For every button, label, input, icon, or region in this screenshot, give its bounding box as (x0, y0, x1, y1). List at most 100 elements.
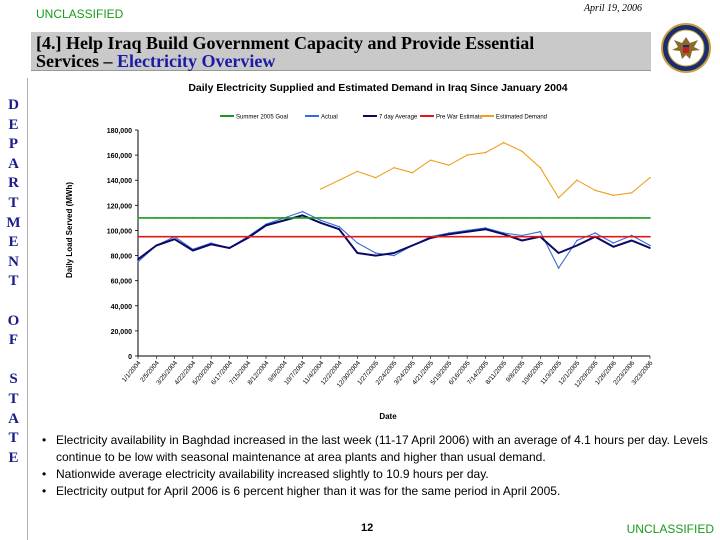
data-point (320, 235, 322, 238)
data-point (356, 170, 359, 173)
y-tick-label: 180,000 (107, 128, 132, 135)
data-point (649, 235, 651, 238)
sidebar-divider (27, 78, 28, 540)
data-point (576, 244, 578, 247)
series-line (137, 211, 651, 269)
data-point (265, 224, 267, 227)
data-point (521, 234, 523, 237)
data-point (649, 176, 651, 179)
y-tick-label: 60,000 (111, 279, 133, 286)
data-point (630, 191, 633, 194)
data-point (228, 235, 231, 238)
data-point (374, 176, 377, 179)
data-point (320, 219, 322, 222)
sidebar-letter: S (9, 371, 18, 388)
data-point (301, 214, 304, 217)
data-point (484, 228, 487, 230)
data-point (228, 217, 231, 219)
data-point (484, 235, 487, 238)
data-point (466, 230, 468, 233)
data-point (356, 242, 359, 244)
classification-top: UNCLASSIFIED (36, 7, 124, 21)
data-point (320, 188, 322, 190)
sidebar-letter: O (7, 312, 20, 329)
data-point (429, 237, 432, 239)
data-point (521, 239, 523, 242)
data-point (246, 237, 249, 239)
data-point (393, 166, 395, 169)
data-point (539, 235, 542, 238)
data-point (557, 267, 560, 269)
data-point (539, 217, 542, 219)
data-point (429, 217, 432, 219)
data-point (630, 217, 633, 219)
x-axis: 1/1/20042/5/20043/25/20044/22/20045/20/2… (121, 355, 655, 389)
slide-title-line2: Services – Electricity Overview (36, 51, 275, 72)
data-point (356, 252, 359, 254)
data-point (301, 210, 304, 213)
legend-label: Summer 2005 Goal (236, 115, 288, 121)
data-point (411, 171, 414, 174)
data-point (448, 233, 450, 236)
data-point (155, 244, 158, 247)
data-point (173, 238, 176, 241)
y-tick-label: 140,000 (107, 178, 132, 185)
data-point (210, 243, 212, 246)
y-tick-label: 100,000 (107, 228, 132, 235)
y-tick-label: 120,000 (107, 203, 132, 210)
x-axis-label: Date (379, 412, 397, 421)
data-point (155, 217, 158, 219)
sidebar-letter: N (8, 253, 19, 270)
bullet-item: Electricity availability in Baghdad incr… (36, 432, 716, 466)
data-point (484, 217, 487, 219)
y-tick-label: 160,000 (107, 153, 132, 160)
data-point (594, 232, 596, 234)
data-point (301, 217, 304, 219)
sidebar-letter: T (8, 430, 19, 447)
data-point (594, 189, 596, 192)
sidebar-letter (0, 292, 27, 312)
data-point (612, 245, 615, 248)
title-emphasis: Electricity Overview (116, 51, 276, 71)
data-point (539, 230, 542, 233)
series-line (320, 142, 651, 199)
data-point (210, 235, 212, 238)
data-point (338, 225, 340, 228)
top-bar: UNCLASSIFIED April 19, 2006 (0, 0, 720, 28)
data-point (612, 194, 615, 197)
data-point (356, 217, 359, 219)
chart-legend: Summer 2005 Goal Pre War Estimate Estimate… (220, 115, 547, 121)
data-point (576, 217, 578, 219)
data-point (612, 235, 615, 238)
data-point (192, 249, 194, 252)
data-point (557, 197, 560, 199)
data-point (576, 179, 578, 182)
data-point (576, 235, 578, 238)
data-point (630, 239, 633, 242)
title-bar (31, 32, 651, 71)
page-number: 12 (361, 522, 374, 534)
chart-title: Daily Electricity Supplied and Estimated… (188, 82, 567, 94)
data-point (429, 235, 432, 238)
sidebar-letter: M (6, 214, 21, 231)
data-point (502, 235, 505, 238)
data-point (521, 150, 523, 153)
data-point (283, 235, 286, 238)
sidebar-letter: E (8, 116, 19, 133)
data-point (192, 217, 194, 219)
data-point (448, 217, 450, 219)
data-point (374, 254, 377, 257)
data-point (411, 244, 414, 247)
sidebar-letter: T (8, 390, 19, 407)
y-tick-label: 80,000 (111, 254, 133, 261)
chart-series (137, 141, 651, 269)
data-point (502, 217, 505, 219)
data-point (320, 222, 322, 224)
data-point (173, 235, 176, 238)
sidebar-letter: E (8, 449, 19, 466)
slide-date: April 19, 2006 (583, 3, 642, 14)
data-point (521, 235, 523, 238)
legend-label: 7 day Average (379, 115, 418, 121)
sidebar-letter: R (8, 175, 19, 192)
data-point (338, 228, 340, 230)
